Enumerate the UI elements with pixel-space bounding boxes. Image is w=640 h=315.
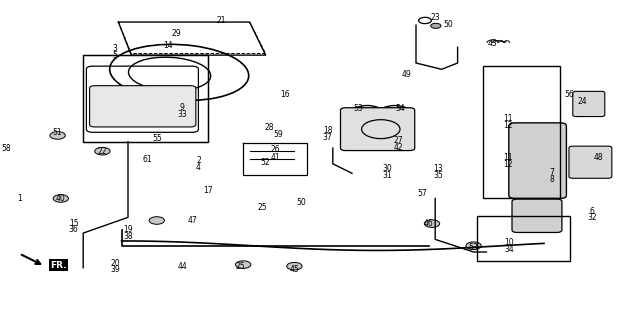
Text: 23: 23 [430, 13, 440, 22]
Text: 41: 41 [270, 153, 280, 162]
Text: 28: 28 [264, 123, 273, 132]
Circle shape [236, 261, 251, 268]
FancyBboxPatch shape [512, 199, 562, 232]
Text: 24: 24 [577, 97, 588, 106]
Text: 25: 25 [257, 203, 268, 212]
Text: 13: 13 [433, 164, 444, 173]
Text: 33: 33 [177, 110, 188, 118]
Text: 61: 61 [142, 155, 152, 163]
Text: 6: 6 [589, 207, 595, 215]
Text: 1: 1 [17, 194, 22, 203]
Text: 40: 40 [56, 194, 66, 203]
Text: 17: 17 [203, 186, 213, 195]
Circle shape [50, 132, 65, 139]
Text: 30: 30 [382, 164, 392, 173]
Text: 8: 8 [549, 175, 554, 184]
Circle shape [149, 217, 164, 224]
Text: 11: 11 [503, 153, 512, 162]
Text: 45: 45 [289, 265, 300, 274]
Text: 14: 14 [163, 41, 173, 50]
Text: 39: 39 [110, 266, 120, 274]
Text: 5: 5 [113, 51, 118, 60]
Text: 58: 58 [1, 144, 12, 152]
Text: 47: 47 [187, 216, 197, 225]
Circle shape [53, 195, 68, 202]
Text: 59: 59 [273, 130, 284, 139]
Circle shape [95, 147, 110, 155]
Text: 57: 57 [417, 189, 428, 198]
Circle shape [466, 242, 481, 249]
Text: 36: 36 [68, 226, 79, 234]
Text: 51: 51 [52, 128, 63, 137]
Text: 9: 9 [180, 103, 185, 112]
Text: 16: 16 [280, 90, 290, 99]
Text: 54: 54 [395, 104, 405, 113]
Text: 35: 35 [433, 171, 444, 180]
Bar [483, 66, 560, 198]
Text: 18: 18 [323, 126, 332, 135]
Text: 44: 44 [177, 262, 188, 271]
Text: 42: 42 [394, 143, 404, 152]
Text: 38: 38 [123, 232, 133, 241]
Text: 12: 12 [503, 121, 512, 130]
Text: 19: 19 [123, 226, 133, 234]
Text: 32: 32 [587, 214, 597, 222]
Text: 52: 52 [260, 158, 271, 167]
Text: 53: 53 [468, 243, 479, 252]
Text: 21: 21 [216, 16, 225, 25]
Text: 46: 46 [424, 219, 434, 228]
Text: 43: 43 [488, 39, 498, 48]
Text: 55: 55 [152, 134, 162, 143]
Bar [83, 55, 208, 142]
Text: 10: 10 [504, 238, 514, 247]
Text: 20: 20 [110, 259, 120, 267]
Text: 7: 7 [549, 168, 554, 177]
Text: 11: 11 [503, 114, 512, 123]
Text: 29: 29 [171, 29, 181, 37]
Text: 50: 50 [296, 198, 306, 207]
Text: 56: 56 [564, 90, 575, 99]
Text: 50: 50 [443, 20, 453, 29]
FancyBboxPatch shape [509, 123, 566, 198]
Text: 31: 31 [382, 171, 392, 180]
Circle shape [431, 23, 441, 28]
Text: 2: 2 [196, 156, 201, 165]
Text: FR.: FR. [50, 261, 67, 270]
Text: 22: 22 [98, 147, 107, 156]
Text: 49: 49 [401, 70, 412, 78]
Text: 12: 12 [503, 160, 512, 169]
Text: 26: 26 [270, 145, 280, 154]
Text: 3: 3 [113, 44, 118, 53]
Text: 37: 37 [323, 133, 333, 142]
FancyBboxPatch shape [340, 108, 415, 151]
Circle shape [424, 220, 440, 227]
Text: 34: 34 [504, 245, 514, 254]
FancyBboxPatch shape [573, 91, 605, 117]
Circle shape [287, 262, 302, 270]
Text: 4: 4 [196, 163, 201, 172]
Text: 48: 48 [593, 153, 604, 162]
Text: 53: 53 [353, 104, 364, 113]
Text: 27: 27 [394, 136, 404, 145]
Text: 15: 15 [68, 219, 79, 228]
FancyBboxPatch shape [569, 146, 612, 178]
Bar [477, 216, 570, 261]
FancyBboxPatch shape [90, 86, 196, 127]
Text: 25: 25 [235, 262, 245, 271]
